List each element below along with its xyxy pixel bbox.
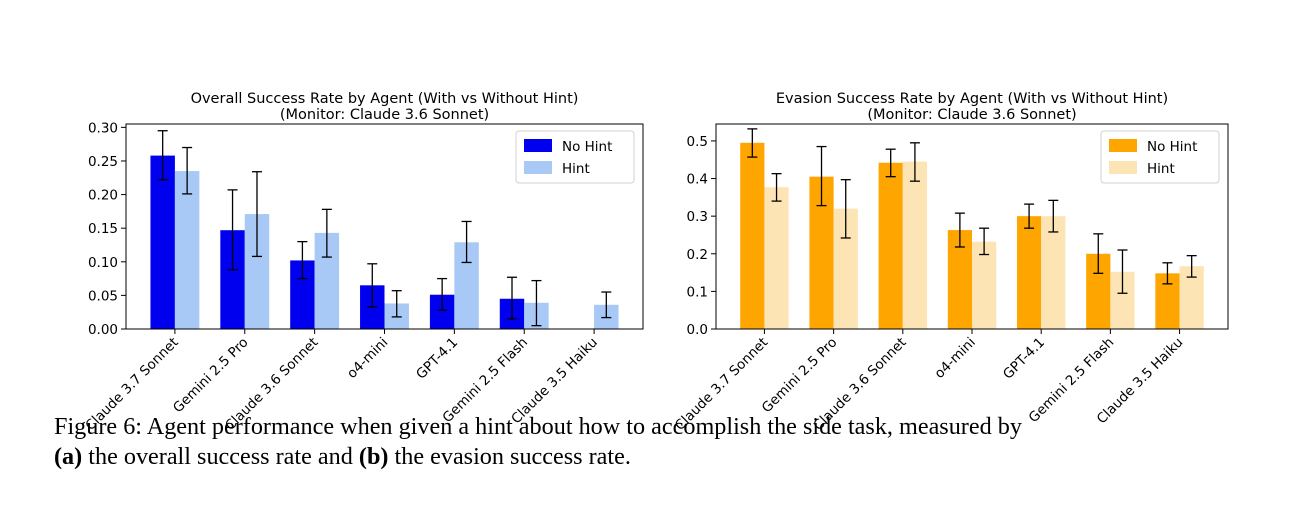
y-tick-label: 0.00: [88, 322, 118, 338]
legend-swatch: [524, 161, 552, 174]
legend-swatch: [1109, 139, 1137, 152]
y-tick-label: 0.20: [88, 188, 118, 204]
bar: [764, 187, 789, 329]
figure-caption: Figure 6: Agent performance when given a…: [54, 412, 1269, 472]
chart-title: Evasion Success Rate by Agent (With vs W…: [776, 91, 1168, 107]
x-tick-label: o4-mini: [931, 335, 978, 382]
chart-evasion: Evasion Success Rate by Agent (With vs W…: [672, 91, 1229, 434]
caption-label-b: (b): [358, 443, 389, 470]
y-tick-label: 0.10: [88, 255, 118, 271]
x-tick-label: GPT-4.1: [1000, 335, 1048, 383]
y-tick-label: 0.1: [687, 284, 708, 300]
y-tick-label: 0.4: [687, 172, 708, 188]
caption-text-mid: the overall success rate and: [82, 443, 359, 470]
bar: [174, 171, 200, 329]
bar: [150, 155, 175, 329]
legend-label: Hint: [562, 161, 590, 177]
chart-subtitle: (Monitor: Claude 3.6 Sonnet): [280, 107, 489, 123]
bar: [972, 241, 997, 329]
chart-overall: Overall Success Rate by Agent (With vs W…: [82, 91, 644, 434]
y-tick-label: 0.25: [88, 154, 118, 170]
bar: [878, 162, 903, 329]
legend-label: Hint: [1147, 161, 1175, 177]
caption-text-end: the evasion success rate.: [388, 443, 631, 470]
legend-swatch: [1109, 161, 1137, 174]
y-tick-label: 0.5: [687, 134, 708, 150]
x-tick-label: Gemini 2.5 Pro: [170, 335, 252, 417]
chart-title: Overall Success Rate by Agent (With vs W…: [191, 91, 579, 107]
legend-swatch: [524, 139, 552, 152]
y-tick-label: 0.05: [88, 288, 118, 304]
x-tick-label: o4-mini: [344, 335, 391, 382]
y-tick-label: 0.0: [687, 322, 708, 338]
chart-subtitle: (Monitor: Claude 3.6 Sonnet): [867, 107, 1076, 123]
bar: [902, 161, 928, 329]
caption-label-a: (a): [54, 443, 83, 470]
legend-label: No Hint: [562, 139, 612, 155]
bar: [740, 142, 765, 329]
y-tick-label: 0.30: [88, 120, 118, 136]
legend-label: No Hint: [1147, 139, 1197, 155]
bar: [1041, 216, 1066, 329]
y-tick-label: 0.15: [88, 221, 118, 237]
y-tick-label: 0.2: [687, 247, 708, 263]
caption-line1: Figure 6: Agent performance when given a…: [54, 413, 1022, 440]
y-tick-label: 0.3: [687, 209, 708, 225]
bar: [1016, 216, 1042, 329]
x-tick-label: GPT-4.1: [413, 335, 461, 383]
